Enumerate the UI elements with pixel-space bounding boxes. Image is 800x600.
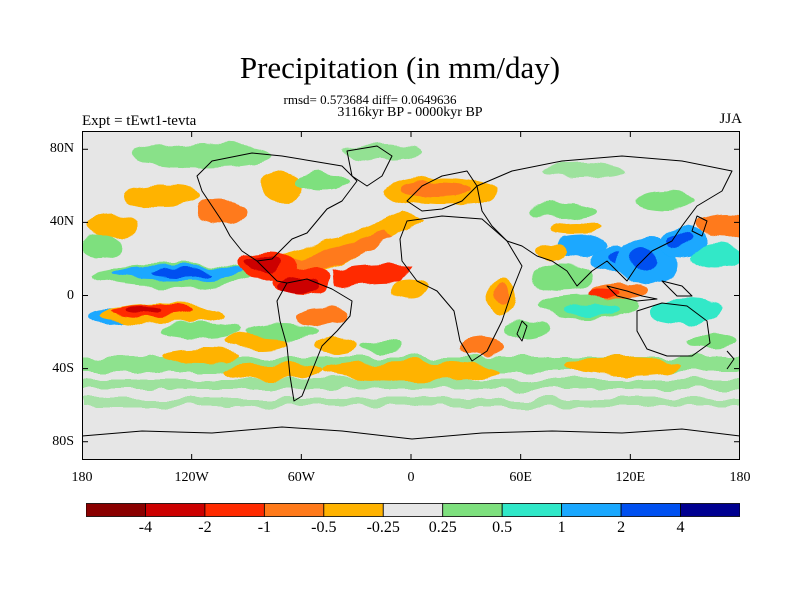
colorbar-label: 0.5 bbox=[492, 519, 513, 536]
colorbar-label: -0.25 bbox=[366, 519, 400, 536]
coast-japan bbox=[691, 215, 708, 237]
trop-atlantic-dry bbox=[332, 264, 412, 286]
central-asia-wet bbox=[527, 203, 597, 219]
precipitation-map bbox=[82, 131, 740, 460]
tasman-wet bbox=[687, 333, 737, 349]
e-africa-dry-core bbox=[494, 281, 510, 305]
colorbar bbox=[86, 503, 740, 517]
coast-madagascar bbox=[516, 320, 528, 342]
tibet-dry bbox=[552, 223, 602, 235]
na-central-dry bbox=[260, 171, 304, 201]
x-tick-label: 120W bbox=[174, 470, 209, 485]
europe-dry-core bbox=[402, 182, 472, 196]
coral-sea-cyan bbox=[652, 299, 722, 323]
season-label: JJA bbox=[719, 111, 742, 127]
colorbar-swatch bbox=[145, 503, 206, 517]
y-tick-label: 80S bbox=[52, 433, 74, 449]
na-west-dry bbox=[197, 199, 247, 223]
coast-new-guinea bbox=[661, 280, 693, 297]
coast-australia bbox=[636, 302, 711, 357]
southern-ocean-band-3 bbox=[82, 399, 740, 407]
colorbar-swatch bbox=[561, 503, 622, 517]
s-america-wet bbox=[247, 323, 317, 339]
south-pacific-dry bbox=[222, 363, 322, 379]
nw-pacific-dry bbox=[697, 214, 740, 238]
colorbar-label: -0.5 bbox=[311, 519, 337, 536]
se-pacific-wet bbox=[162, 323, 242, 339]
coast-indonesia bbox=[606, 285, 658, 302]
y-tick-label: 40S bbox=[52, 360, 74, 376]
south-atlantic-dry bbox=[322, 361, 502, 381]
na-east-wet bbox=[296, 172, 348, 190]
precip-field-layer bbox=[82, 144, 740, 407]
colorbar-swatch bbox=[620, 503, 681, 517]
colorbar-swatch bbox=[442, 503, 503, 517]
x-tick-label: 180 bbox=[729, 470, 751, 485]
colorbar-swatch bbox=[263, 503, 325, 517]
colorbar-label: 2 bbox=[617, 519, 626, 536]
caribbean-dry-core bbox=[244, 257, 280, 271]
madagascar-wet bbox=[505, 323, 549, 339]
s-africa-dry bbox=[462, 336, 502, 356]
colorbar-label: -4 bbox=[138, 519, 153, 536]
colorbar-swatch bbox=[323, 503, 384, 517]
s-america-east-dry bbox=[297, 306, 347, 326]
experiment-label: Expt = tEwt1-tevta bbox=[82, 113, 197, 129]
y-tick-label: 40N bbox=[49, 214, 74, 230]
colorbar-swatch bbox=[501, 503, 563, 517]
colorbar-swatch bbox=[204, 503, 265, 517]
itcz-dark-blue bbox=[152, 269, 212, 277]
y-tick-label: 80N bbox=[49, 141, 74, 157]
stats-line: rmsd= 0.573684 diff= 0.0649636 bbox=[283, 92, 457, 107]
colorbar-swatch bbox=[680, 503, 740, 517]
y-tick-label: 0 bbox=[67, 287, 74, 303]
s-indian-ocean-cyan bbox=[562, 303, 622, 315]
ne-asia-wet bbox=[637, 191, 697, 211]
arabian-sea-wet bbox=[532, 262, 592, 290]
s-atlantic-wet bbox=[362, 340, 402, 352]
x-tick-label: 120E bbox=[615, 470, 646, 485]
n-india-blue bbox=[557, 236, 607, 256]
map-panel bbox=[82, 131, 740, 460]
colorbar-label: -2 bbox=[198, 519, 212, 536]
colorbar-swatch bbox=[86, 503, 146, 517]
w-africa-dry bbox=[392, 279, 432, 299]
coast-new-zealand bbox=[726, 350, 735, 370]
coast-antarctica bbox=[82, 426, 740, 440]
period-label: 3116kyr BP - 0000kyr BP bbox=[337, 105, 483, 120]
nw-pacific-dry-2 bbox=[87, 214, 137, 238]
x-tick-label: 180 bbox=[71, 470, 93, 485]
coast-asia bbox=[476, 155, 733, 287]
s-china-sea-core bbox=[628, 247, 656, 271]
arctic-atl-wet bbox=[342, 145, 422, 161]
eq-pacific-dry-deep bbox=[122, 307, 162, 313]
coast-greenland bbox=[346, 145, 393, 187]
maritime-dry-core bbox=[587, 288, 617, 298]
coast-north-america bbox=[196, 152, 358, 262]
colorbar-label: 0.25 bbox=[428, 519, 457, 536]
colorbar-label: 4 bbox=[676, 519, 685, 536]
southern-ocean-band-2 bbox=[82, 379, 740, 389]
dateline-wet bbox=[82, 236, 122, 256]
x-tick-label: 0 bbox=[407, 470, 415, 485]
axis-ticks bbox=[82, 131, 740, 460]
colorbar-swatch bbox=[382, 503, 444, 517]
nw-india-dry bbox=[537, 243, 567, 259]
siberia-wet bbox=[542, 163, 622, 179]
x-tick-label: 60W bbox=[287, 470, 315, 485]
colorbar-label: 1 bbox=[557, 519, 566, 536]
central-pacific-cyan bbox=[692, 244, 740, 268]
north-pacific-dry bbox=[122, 186, 202, 206]
coast-africa bbox=[399, 215, 523, 362]
coast-central-america bbox=[256, 260, 288, 284]
arctic-na-wet bbox=[132, 144, 272, 168]
plot-title: Precipitation (in mm/day) bbox=[239, 50, 561, 85]
south-pacific-dry-2 bbox=[162, 349, 242, 363]
x-tick-label: 60E bbox=[509, 470, 532, 485]
coastlines bbox=[82, 145, 740, 440]
colorbar-label: -1 bbox=[257, 519, 272, 536]
coast-south-america bbox=[276, 278, 353, 402]
south-indian-dry bbox=[562, 357, 682, 375]
n-south-america-dry-core bbox=[277, 278, 317, 294]
